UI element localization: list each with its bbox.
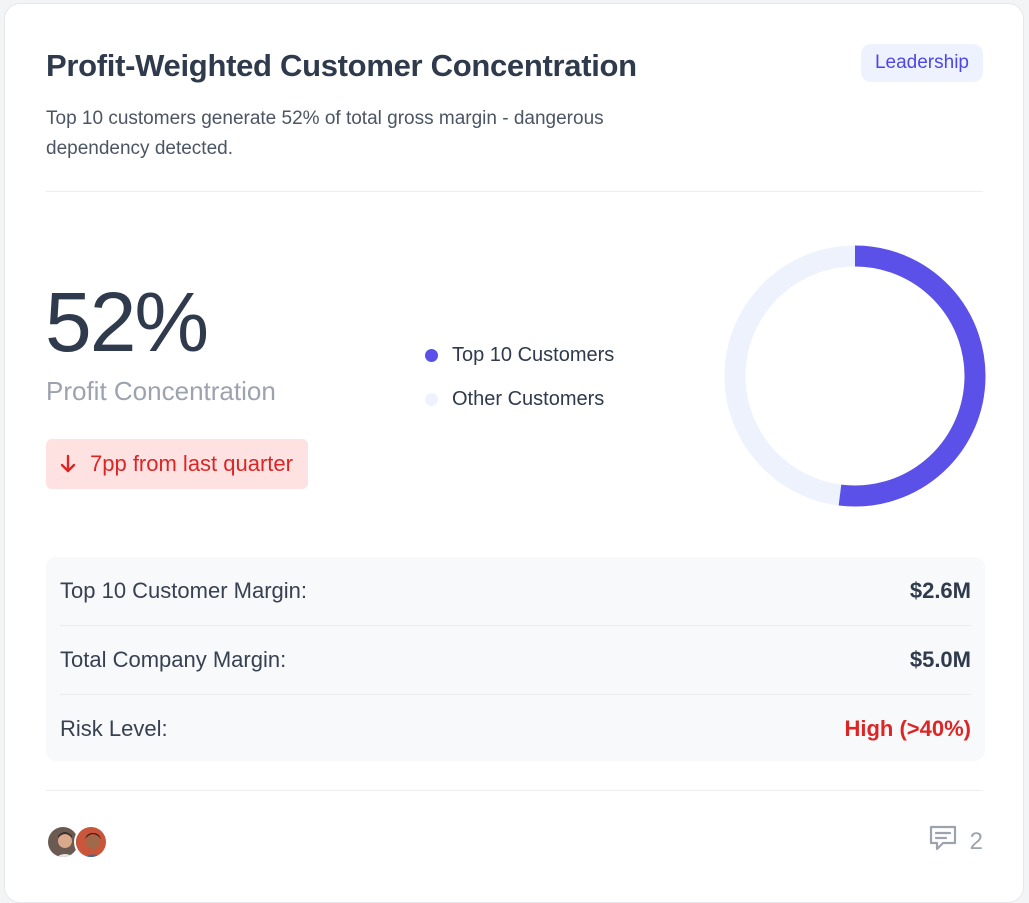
legend-dot-other: [425, 392, 438, 406]
card-header: Profit-Weighted Customer Concentration T…: [46, 44, 983, 159]
legend-label-other: Other Customers: [452, 387, 605, 410]
details-panel: Top 10 Customer Margin: $2.6M Total Comp…: [46, 557, 985, 761]
metric-label: Profit Concentration: [46, 376, 276, 406]
detail-row-total-margin: Total Company Margin: $5.0M: [60, 626, 971, 694]
collaborator-avatars[interactable]: [46, 825, 108, 859]
comments-button[interactable]: 2: [928, 824, 983, 859]
trend-badge: 7pp from last quarter: [46, 439, 308, 489]
trend-text: 7pp from last quarter: [90, 451, 293, 476]
legend-item-other: Other Customers: [425, 384, 614, 414]
footer-divider: [46, 790, 983, 791]
risk-value: High (>40%): [844, 716, 971, 741]
avatar[interactable]: [46, 825, 80, 859]
legend-item-top10: Top 10 Customers: [425, 340, 614, 370]
row-divider: [60, 694, 971, 695]
card-subtitle: Top 10 customers generate 52% of total g…: [46, 108, 604, 159]
row-divider: [60, 625, 971, 626]
detail-label: Top 10 Customer Margin:: [60, 578, 307, 603]
comment-count: 2: [969, 827, 983, 855]
legend-dot-top10: [425, 348, 438, 362]
detail-row-top10-margin: Top 10 Customer Margin: $2.6M: [60, 557, 971, 625]
card-footer: 2: [46, 822, 983, 862]
detail-value: $5.0M: [909, 647, 971, 672]
header-divider: [46, 191, 983, 192]
chart-legend: Top 10 Customers Other Customers: [425, 340, 614, 428]
detail-label: Risk Level:: [60, 716, 168, 741]
metric-value: 52%: [45, 275, 209, 369]
arrow-down-icon: [60, 454, 76, 474]
card-title: Profit-Weighted Customer Concentration: [46, 48, 637, 83]
comment-icon: [928, 824, 958, 859]
insight-card: Profit-Weighted Customer Concentration T…: [4, 3, 1024, 903]
detail-row-risk-level: Risk Level: High (>40%): [60, 695, 971, 763]
detail-value: $2.6M: [909, 578, 971, 603]
audience-badge[interactable]: Leadership: [860, 44, 983, 82]
avatar[interactable]: [74, 825, 108, 859]
detail-label: Total Company Margin:: [60, 647, 287, 672]
donut-segment-top10: [838, 245, 986, 507]
donut-chart: [724, 245, 986, 507]
legend-label-top10: Top 10 Customers: [452, 343, 615, 366]
